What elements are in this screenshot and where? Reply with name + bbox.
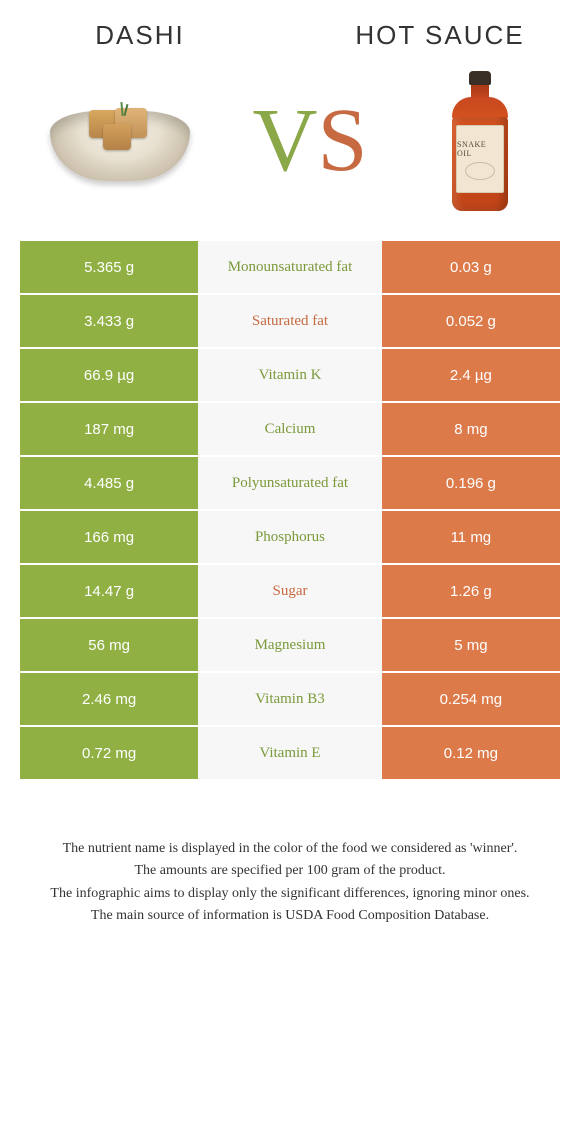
note-line: The amounts are specified per 100 gram o… [30, 861, 550, 881]
nutrient-right-value: 5 mg [382, 619, 560, 671]
footer-notes: The nutrient name is displayed in the co… [20, 839, 560, 926]
nutrient-left-value: 56 mg [20, 619, 198, 671]
vs-icon: VS [252, 96, 367, 186]
infographic-container: Dashi Hot sauce VS [0, 0, 580, 948]
note-line: The infographic aims to display only the… [30, 884, 550, 904]
left-food-image [40, 66, 200, 216]
vs-letter-s: S [317, 96, 367, 186]
nutrient-left-value: 0.72 mg [20, 727, 198, 779]
nutrient-label: Vitamin B3 [198, 673, 382, 725]
nutrient-left-value: 2.46 mg [20, 673, 198, 725]
dashi-bowl-icon [50, 96, 190, 186]
nutrient-label: Sugar [198, 565, 382, 617]
nutrient-left-value: 14.47 g [20, 565, 198, 617]
nutrient-row: 3.433 gSaturated fat0.052 g [20, 295, 560, 347]
nutrient-row: 5.365 gMonounsaturated fat0.03 g [20, 241, 560, 293]
note-line: The nutrient name is displayed in the co… [30, 839, 550, 859]
nutrient-right-value: 2.4 µg [382, 349, 560, 401]
nutrient-row: 187 mgCalcium8 mg [20, 403, 560, 455]
nutrient-label: Monounsaturated fat [198, 241, 382, 293]
nutrient-left-value: 166 mg [20, 511, 198, 563]
nutrient-table: 5.365 gMonounsaturated fat0.03 g3.433 gS… [20, 241, 560, 779]
vs-letter-v: V [252, 96, 317, 186]
nutrient-label: Vitamin K [198, 349, 382, 401]
bottle-label-text: SNAKE OIL [457, 140, 503, 158]
nutrient-left-value: 4.485 g [20, 457, 198, 509]
nutrient-label: Phosphorus [198, 511, 382, 563]
nutrient-row: 66.9 µgVitamin K2.4 µg [20, 349, 560, 401]
nutrient-left-value: 66.9 µg [20, 349, 198, 401]
nutrient-right-value: 0.196 g [382, 457, 560, 509]
nutrient-row: 4.485 gPolyunsaturated fat0.196 g [20, 457, 560, 509]
nutrient-label: Calcium [198, 403, 382, 455]
nutrient-row: 0.72 mgVitamin E0.12 mg [20, 727, 560, 779]
images-row: VS SNAKE OIL [20, 61, 560, 221]
nutrient-label: Magnesium [198, 619, 382, 671]
nutrient-left-value: 5.365 g [20, 241, 198, 293]
nutrient-right-value: 0.03 g [382, 241, 560, 293]
right-food-title: Hot sauce [340, 20, 540, 51]
nutrient-label: Vitamin E [198, 727, 382, 779]
nutrient-right-value: 0.254 mg [382, 673, 560, 725]
nutrient-row: 14.47 gSugar1.26 g [20, 565, 560, 617]
nutrient-label: Polyunsaturated fat [198, 457, 382, 509]
nutrient-label: Saturated fat [198, 295, 382, 347]
nutrient-row: 56 mgMagnesium5 mg [20, 619, 560, 671]
nutrient-right-value: 8 mg [382, 403, 560, 455]
nutrient-right-value: 0.052 g [382, 295, 560, 347]
right-food-image: SNAKE OIL [420, 66, 540, 216]
nutrient-right-value: 0.12 mg [382, 727, 560, 779]
nutrient-row: 166 mgPhosphorus11 mg [20, 511, 560, 563]
nutrient-row: 2.46 mgVitamin B30.254 mg [20, 673, 560, 725]
title-row: Dashi Hot sauce [20, 20, 560, 51]
nutrient-left-value: 187 mg [20, 403, 198, 455]
note-line: The main source of information is USDA F… [30, 906, 550, 926]
left-food-title: Dashi [40, 20, 240, 51]
nutrient-left-value: 3.433 g [20, 295, 198, 347]
nutrient-right-value: 11 mg [382, 511, 560, 563]
hot-sauce-bottle-icon: SNAKE OIL [449, 71, 511, 211]
nutrient-right-value: 1.26 g [382, 565, 560, 617]
